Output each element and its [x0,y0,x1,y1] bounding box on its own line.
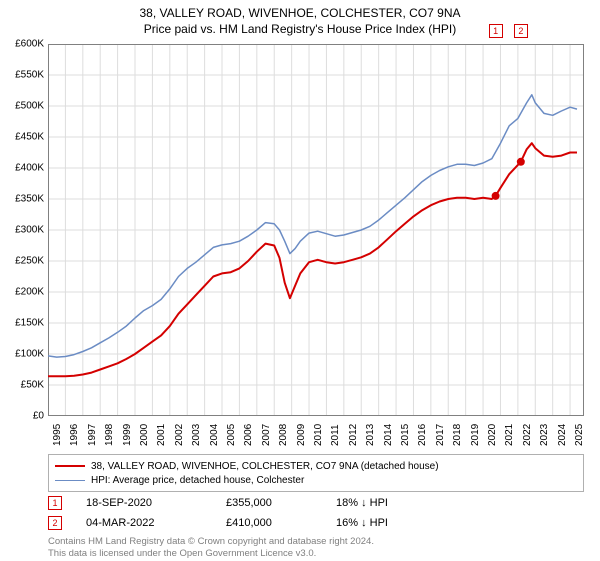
x-tick-label: 2019 [470,424,481,446]
legend-swatch-hpi [55,480,85,481]
chart-subtitle: Price paid vs. HM Land Registry's House … [0,20,600,36]
y-tick-label: £400K [15,163,44,174]
legend-box: 38, VALLEY ROAD, WIVENHOE, COLCHESTER, C… [48,454,584,492]
x-tick-label: 2013 [365,424,376,446]
x-tick-label: 2009 [296,424,307,446]
x-tick-label: 2000 [139,424,150,446]
x-tick-label: 1999 [122,424,133,446]
x-tick-label: 2025 [574,424,585,446]
footer-line-2: This data is licensed under the Open Gov… [48,548,584,560]
legend-row-hpi: HPI: Average price, detached house, Colc… [55,473,577,487]
y-tick-label: £100K [15,349,44,360]
x-tick-label: 2020 [487,424,498,446]
footer-attribution: Contains HM Land Registry data © Crown c… [48,536,584,561]
x-tick-label: 2011 [330,424,341,446]
x-tick-label: 2008 [278,424,289,446]
chart-sale-marker-1: 1 [489,24,503,38]
chart-sale-marker-2: 2 [514,24,528,38]
y-tick-label: £0 [33,411,44,422]
footer-line-1: Contains HM Land Registry data © Crown c… [48,536,584,548]
y-tick-label: £250K [15,256,44,267]
sale-hpi-2: 16% ↓ HPI [336,517,446,529]
legend-swatch-price-paid [55,465,85,467]
chart-container: 38, VALLEY ROAD, WIVENHOE, COLCHESTER, C… [0,0,600,560]
x-tick-label: 2007 [261,424,272,446]
sale-marker-2: 2 [48,516,62,530]
x-tick-label: 2004 [209,424,220,446]
x-tick-label: 2015 [400,424,411,446]
x-tick-label: 2018 [452,424,463,446]
x-tick-label: 2016 [417,424,428,446]
sale-row-1: 1 18-SEP-2020 £355,000 18% ↓ HPI [48,494,584,512]
sale-price-2: £410,000 [226,517,336,529]
y-tick-label: £300K [15,225,44,236]
sale-row-2: 2 04-MAR-2022 £410,000 16% ↓ HPI [48,514,584,532]
x-tick-label: 2014 [383,424,394,446]
x-tick-label: 2001 [156,424,167,446]
legend-row-price-paid: 38, VALLEY ROAD, WIVENHOE, COLCHESTER, C… [55,459,577,473]
x-tick-label: 2005 [226,424,237,446]
x-tick-label: 2010 [313,424,324,446]
x-axis-labels: 1995 1996 1997 1998 1999 2000 2001 2002 2003 2004… [48,416,584,456]
x-tick-label: 1997 [87,424,98,446]
x-tick-label: 2006 [243,424,254,446]
y-tick-label: £50K [21,380,44,391]
x-tick-label: 2012 [348,424,359,446]
sale-marker-1: 1 [48,496,62,510]
sale-date-2: 04-MAR-2022 [86,517,226,529]
x-tick-label: 2023 [539,424,550,446]
x-tick-label: 2003 [191,424,202,446]
sale-price-1: £355,000 [226,497,336,509]
x-tick-label: 2002 [174,424,185,446]
x-tick-label: 2017 [435,424,446,446]
x-tick-label: 2022 [522,424,533,446]
chart-svg [48,44,584,416]
chart-title: 38, VALLEY ROAD, WIVENHOE, COLCHESTER, C… [0,0,600,20]
sale-hpi-1: 18% ↓ HPI [336,497,446,509]
x-tick-label: 1998 [104,424,115,446]
x-tick-label: 1995 [52,424,63,446]
y-tick-label: £200K [15,287,44,298]
legend-label-hpi: HPI: Average price, detached house, Colc… [91,475,304,486]
x-tick-label: 2024 [557,424,568,446]
y-tick-label: £600K [15,39,44,50]
x-tick-label: 1996 [69,424,80,446]
chart-plot-area: £0£50K£100K£150K£200K£250K£300K£350K£400… [48,44,584,416]
y-axis-labels: £0£50K£100K£150K£200K£250K£300K£350K£400… [0,44,46,416]
x-tick-label: 2021 [504,424,515,446]
legend-label-price-paid: 38, VALLEY ROAD, WIVENHOE, COLCHESTER, C… [91,461,439,472]
y-tick-label: £450K [15,132,44,143]
y-tick-label: £550K [15,70,44,81]
y-tick-label: £150K [15,318,44,329]
y-tick-label: £350K [15,194,44,205]
y-tick-label: £500K [15,101,44,112]
sale-date-1: 18-SEP-2020 [86,497,226,509]
